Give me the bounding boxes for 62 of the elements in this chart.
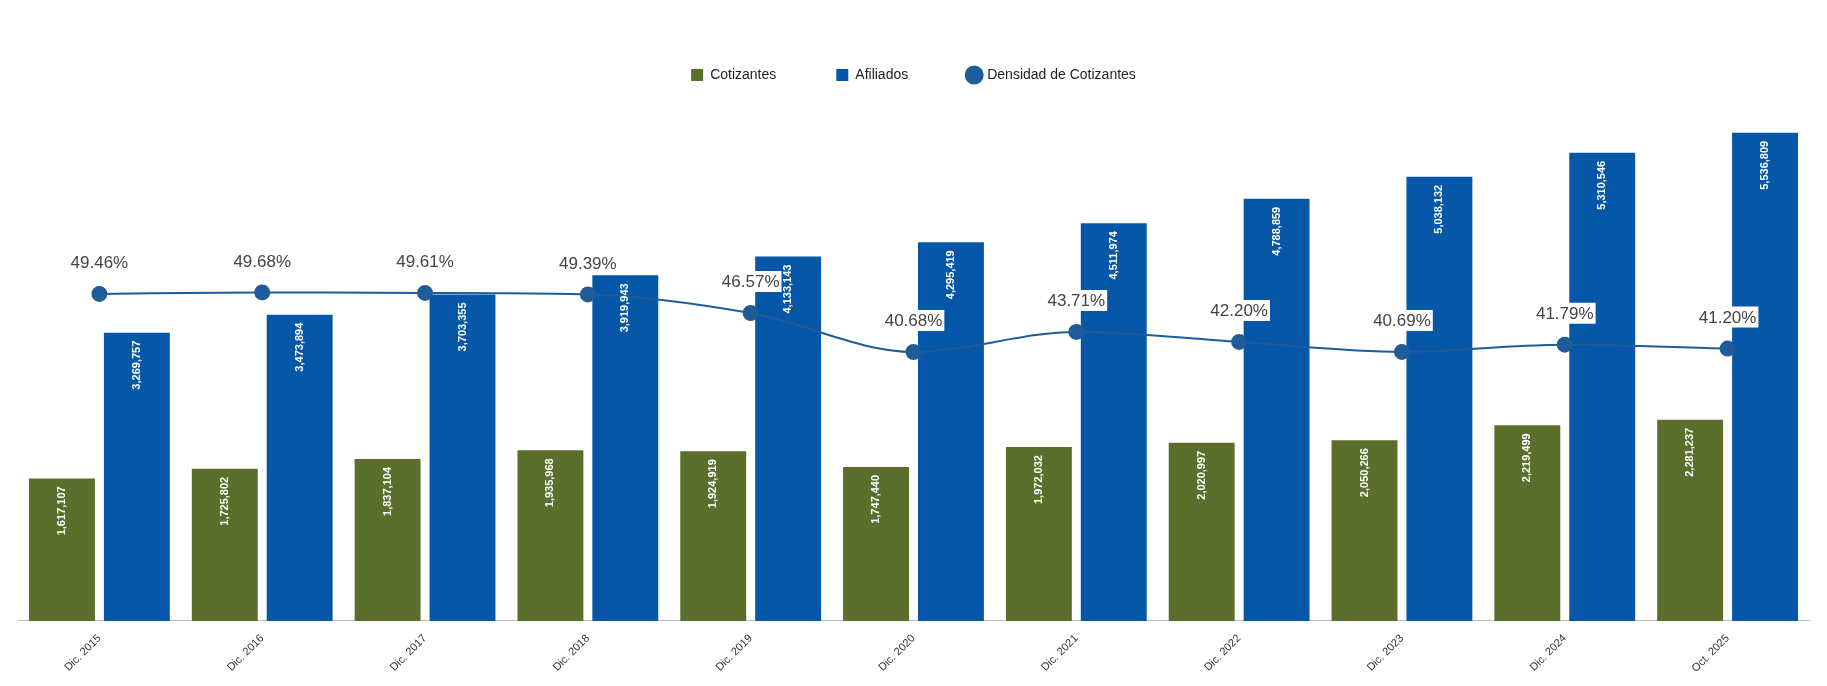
data-label: 49.39% <box>559 253 617 273</box>
data-label: 3,703,355 <box>455 302 468 352</box>
bar <box>266 314 333 621</box>
bar <box>1005 447 1072 621</box>
bar <box>429 294 496 621</box>
point <box>1556 336 1573 353</box>
legend-label: Cotizantes <box>710 65 777 82</box>
data-label: 4,133,143 <box>781 264 794 314</box>
data-label: 41.20% <box>1698 307 1757 327</box>
legend-label: Densidad de Cotizantes <box>987 65 1136 82</box>
data-label: 40.69% <box>1373 311 1431 331</box>
data-label: 2,020,997 <box>1194 450 1207 500</box>
data-label: 1,837,104 <box>380 466 393 516</box>
data-label: 3,269,757 <box>129 340 142 390</box>
bar <box>843 466 910 621</box>
bar <box>1494 425 1561 621</box>
data-label: 3,473,894 <box>292 321 305 372</box>
bar <box>1657 419 1724 621</box>
data-label: 1,725,802 <box>217 476 230 526</box>
data-label: 4,511,974 <box>1106 230 1119 280</box>
bar <box>517 450 584 621</box>
data-label: 49.46% <box>70 253 129 273</box>
data-label: 2,219,499 <box>1520 433 1533 483</box>
data-label: 1,747,440 <box>869 474 882 524</box>
data-label: 5,536,809 <box>1758 140 1771 190</box>
data-label: 5,310,546 <box>1595 160 1608 210</box>
data-label: 1,617,107 <box>54 486 67 536</box>
bar <box>1331 440 1398 621</box>
bar <box>29 478 95 621</box>
bar <box>191 468 258 621</box>
data-label: 1,924,919 <box>706 459 719 509</box>
data-label: 43.71% <box>1047 291 1106 311</box>
point <box>1393 343 1410 360</box>
legend-label: Afiliados <box>855 65 909 82</box>
point <box>91 285 108 302</box>
data-label: 2,281,237 <box>1683 427 1696 477</box>
data-label: 46.57% <box>721 272 780 292</box>
data-label: 42.20% <box>1210 301 1268 321</box>
data-label: 5,038,132 <box>1432 184 1445 234</box>
data-label: 40.68% <box>884 311 943 331</box>
bar <box>1168 442 1235 621</box>
data-label: 49.68% <box>233 251 292 271</box>
data-label: 3,919,943 <box>618 283 631 333</box>
bar <box>354 458 421 621</box>
bar <box>592 275 659 621</box>
point <box>1068 323 1085 340</box>
data-label: 49.61% <box>396 252 454 272</box>
point <box>1231 333 1248 350</box>
data-label: 2,050,266 <box>1357 448 1370 498</box>
data-label: 4,788,859 <box>1269 206 1282 256</box>
bar <box>680 451 747 621</box>
point <box>579 286 596 303</box>
point <box>1719 340 1736 357</box>
point <box>905 343 922 360</box>
data-label: 41.79% <box>1535 303 1594 323</box>
data-label: 4,295,419 <box>943 250 956 300</box>
point <box>742 305 759 322</box>
point <box>254 284 271 301</box>
data-label: 1,972,032 <box>1031 455 1044 505</box>
bar <box>103 332 170 621</box>
data-label: 1,935,968 <box>543 458 556 508</box>
point <box>417 284 434 301</box>
